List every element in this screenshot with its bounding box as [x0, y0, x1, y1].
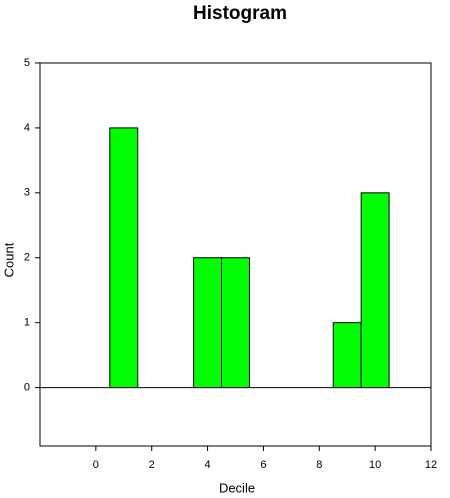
y-tick-label: 5 — [24, 57, 30, 69]
y-tick-label: 3 — [24, 187, 30, 199]
y-tick-label: 1 — [24, 317, 30, 329]
bar — [221, 257, 250, 389]
x-axis-title: Decile — [219, 480, 255, 495]
x-tick-label: 0 — [93, 459, 99, 471]
bar — [332, 322, 362, 389]
y-axis-title: Count — [1, 242, 16, 277]
y-tick-label: 2 — [24, 252, 30, 264]
x-tick-label: 8 — [316, 459, 322, 471]
x-tick-label: 2 — [149, 459, 155, 471]
plot-frame — [39, 62, 432, 447]
bar — [193, 257, 223, 389]
y-tick-label: 0 — [24, 381, 30, 393]
x-tick-label: 4 — [205, 459, 211, 471]
bar — [109, 127, 139, 389]
bar — [360, 192, 390, 389]
x-tick-label: 12 — [425, 459, 437, 471]
x-tick-label: 10 — [369, 459, 381, 471]
chart-title: Histogram — [193, 3, 287, 24]
x-tick-label: 6 — [260, 459, 266, 471]
y-tick-label: 4 — [24, 122, 30, 134]
